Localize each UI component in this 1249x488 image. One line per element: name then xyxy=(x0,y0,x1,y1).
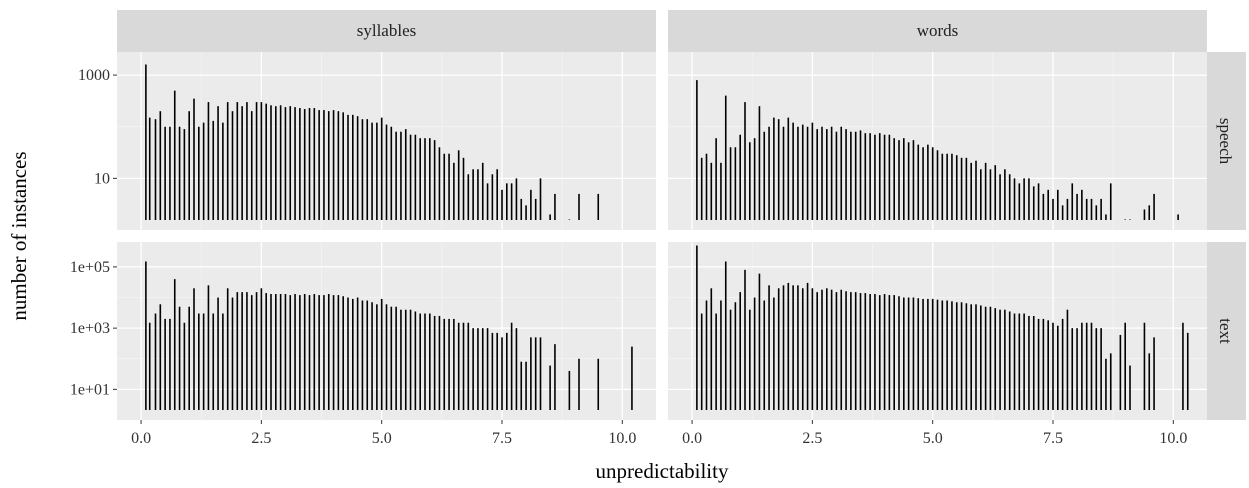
x-tick-label: 5.0 xyxy=(372,430,392,447)
x-tick-label: 7.5 xyxy=(1043,430,1063,447)
strip-label-words: words xyxy=(917,21,959,40)
strip-col-words xyxy=(668,10,1207,52)
strip-row-text xyxy=(1207,242,1246,420)
bars xyxy=(145,64,1189,410)
strip-label-syllables: syllables xyxy=(357,21,417,40)
x-tick-label: 7.5 xyxy=(492,430,512,447)
x-tick-label: 10.0 xyxy=(608,430,636,447)
x-tick-label: 0.0 xyxy=(682,430,702,447)
x-tick-label: 2.5 xyxy=(802,430,822,447)
strip-col-syllables xyxy=(117,10,656,52)
x-tick-label: 5.0 xyxy=(923,430,943,447)
y-axis-title: number of instances xyxy=(7,151,31,320)
y-tick-label: 10 xyxy=(94,170,110,187)
x-tick-label: 10.0 xyxy=(1159,430,1187,447)
x-tick-label: 2.5 xyxy=(251,430,271,447)
y-tick-label: 1e+03 xyxy=(70,320,110,337)
strip-label-speech: speech xyxy=(1216,118,1235,165)
y-tick-label: 1000 xyxy=(78,67,110,84)
y-tick-label: 1e+05 xyxy=(70,259,110,276)
strip-label-text: text xyxy=(1216,318,1235,344)
x-axis-title: unpredictability xyxy=(596,459,729,483)
strip-row-speech xyxy=(1207,52,1246,230)
axes: 0.0 2.5 5.0 7.5 10.0 0.0 2.5 5.0 7.5 10.0 10 1000 1e… xyxy=(70,67,1187,447)
x-tick-label: 0.0 xyxy=(131,430,151,447)
y-tick-label: 1e+01 xyxy=(70,381,110,398)
